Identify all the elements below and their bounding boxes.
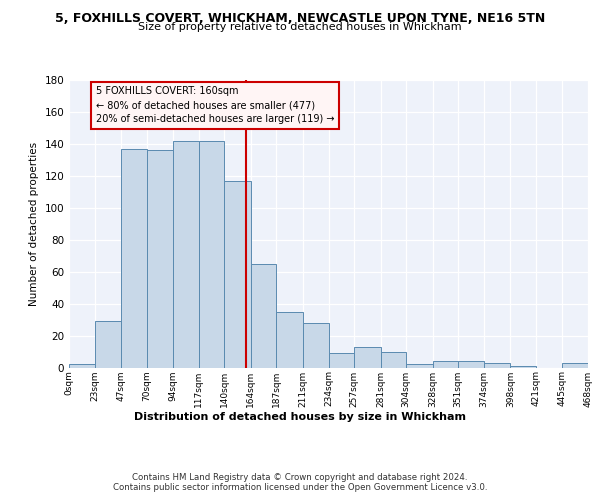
- Bar: [146, 150, 173, 368]
- Bar: [121, 148, 146, 368]
- Text: Contains HM Land Registry data © Crown copyright and database right 2024.: Contains HM Land Registry data © Crown c…: [132, 472, 468, 482]
- Bar: [433, 361, 458, 368]
- Bar: [277, 312, 303, 368]
- Bar: [354, 346, 380, 368]
- Bar: [224, 180, 251, 368]
- Bar: [484, 362, 511, 368]
- Bar: [69, 364, 95, 368]
- Bar: [251, 264, 277, 368]
- Y-axis label: Number of detached properties: Number of detached properties: [29, 142, 39, 306]
- Bar: [406, 364, 433, 368]
- Bar: [173, 140, 199, 368]
- Bar: [95, 321, 121, 368]
- Bar: [199, 140, 224, 368]
- Text: Distribution of detached houses by size in Whickham: Distribution of detached houses by size …: [134, 412, 466, 422]
- Bar: [511, 366, 536, 368]
- Bar: [329, 353, 354, 368]
- Text: 5, FOXHILLS COVERT, WHICKHAM, NEWCASTLE UPON TYNE, NE16 5TN: 5, FOXHILLS COVERT, WHICKHAM, NEWCASTLE …: [55, 12, 545, 26]
- Bar: [380, 352, 406, 368]
- Text: Contains public sector information licensed under the Open Government Licence v3: Contains public sector information licen…: [113, 482, 487, 492]
- Text: Size of property relative to detached houses in Whickham: Size of property relative to detached ho…: [138, 22, 462, 32]
- Bar: [458, 361, 484, 368]
- Bar: [303, 323, 329, 368]
- Text: 5 FOXHILLS COVERT: 160sqm
← 80% of detached houses are smaller (477)
20% of semi: 5 FOXHILLS COVERT: 160sqm ← 80% of detac…: [95, 86, 334, 124]
- Bar: [562, 362, 588, 368]
